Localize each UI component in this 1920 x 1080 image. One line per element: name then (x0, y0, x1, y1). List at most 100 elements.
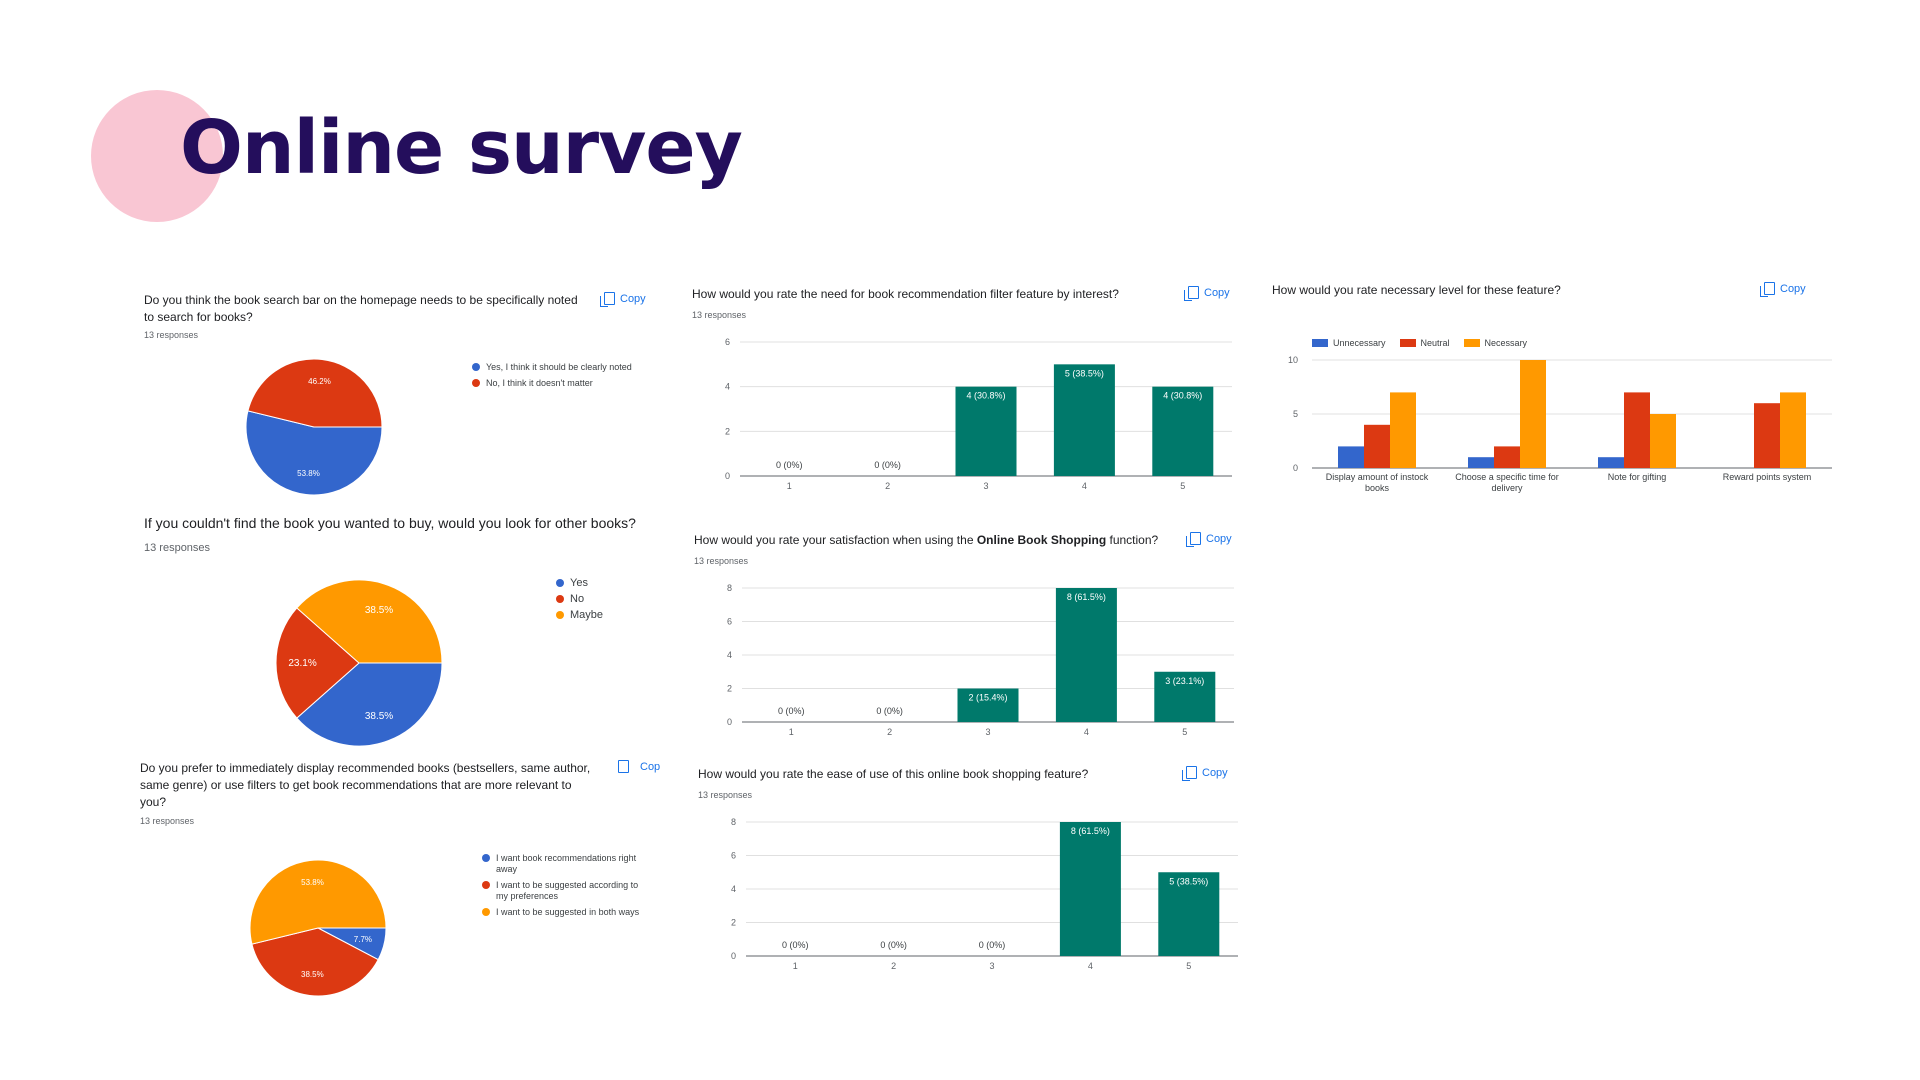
pie-slice-1 (275, 607, 360, 719)
x-tick-label-3: Reward points system (1723, 472, 1812, 482)
bar-data-label-2: 4 (30.8%) (966, 391, 1005, 401)
pie-slice-label-1: 23.1% (288, 658, 316, 669)
x-tick-label-2: 3 (985, 727, 990, 737)
pie-legend: Yes, I think it should be clearly noted N… (472, 362, 642, 394)
legend-item-0: Unnecessary (1312, 338, 1386, 348)
bar-card-necessary-level: How would you rate necessary level for t… (1272, 282, 1832, 522)
bar-data-label-4: 4 (30.8%) (1163, 391, 1202, 401)
question-text: How would you rate the ease of use of th… (698, 767, 1089, 781)
pie-legend: Yes No Maybe (556, 578, 656, 626)
bar-necessary-1 (1520, 360, 1546, 468)
bar-data-label-1: 0 (0%) (876, 706, 903, 716)
pie-slice-label-1: 46.2% (308, 377, 331, 386)
x-tick-label-4: 5 (1182, 727, 1187, 737)
bar-chart: 0 2 4 6 8 0 (0%) 1 0 (0%) 2 0 (0%) 3 8 (61.5%) 4 5 (3… (731, 817, 1238, 971)
y-tick-label: 0 (725, 471, 730, 481)
bar-unnecessary-2 (1598, 457, 1624, 468)
x-tick-label-1: delivery (1491, 483, 1523, 493)
legend-label: Maybe (570, 609, 604, 621)
pie-legend: I want book recommendations right away I … (482, 853, 652, 923)
pie-chart: 53.8% 46.2% (245, 358, 383, 496)
pie-card-recommendations: Do you prefer to immediately display rec… (140, 760, 670, 1000)
bar-data-label-3: 8 (61.5%) (1067, 592, 1106, 602)
bar-necessary-0 (1390, 392, 1416, 468)
bar-unnecessary-1 (1468, 457, 1494, 468)
bar-4 (1158, 872, 1220, 956)
pie-slice-0 (296, 662, 443, 747)
bar-chart: 0 2 4 6 0 (0%) 1 0 (0%) 2 4 (30.8%) 3 5 (38.5%) 4 4 … (725, 337, 1232, 491)
legend-swatch (472, 379, 480, 387)
bar-neutral-2 (1624, 392, 1650, 468)
bar-data-label-2: 2 (15.4%) (968, 693, 1007, 703)
legend-swatch (472, 363, 480, 371)
x-tick-label-0: books (1365, 483, 1390, 493)
legend-label: I want to be suggested in both ways (496, 907, 640, 917)
copy-icon (618, 760, 629, 773)
x-tick-label-2: Note for gifting (1608, 472, 1667, 482)
legend-swatch (482, 908, 490, 916)
pie-slice-1 (251, 927, 379, 997)
copy-label: Copy (1204, 286, 1230, 299)
bar-necessary-2 (1650, 414, 1676, 468)
question-text: If you couldn't find the book you wanted… (144, 515, 636, 531)
y-tick-label: 6 (727, 617, 732, 627)
copy-icon (1182, 766, 1197, 781)
bar-data-label-0: 0 (0%) (778, 706, 805, 716)
copy-button[interactable]: Copy (1760, 282, 1806, 297)
legend-item-0: Yes (556, 578, 656, 589)
bar-3 (1059, 822, 1121, 956)
question-text: How would you rate your satisfaction whe… (694, 532, 1158, 549)
decorative-circle (91, 90, 223, 222)
copy-button[interactable]: Copy (1182, 766, 1228, 781)
x-tick-label-3: 4 (1088, 961, 1093, 971)
legend-item-2: Necessary (1463, 338, 1527, 348)
legend-label: I want book recommendations right away (496, 853, 637, 874)
legend-item-1: Neutral (1399, 338, 1450, 348)
responses-count: 13 responses (698, 790, 753, 800)
y-tick-label: 4 (727, 650, 732, 660)
responses-count: 13 responses (692, 310, 747, 320)
legend-label: No (570, 593, 585, 605)
bar-4 (1154, 671, 1216, 722)
y-tick-label: 2 (731, 918, 736, 928)
y-tick-label: 0 (727, 717, 732, 727)
bar-neutral-3 (1754, 403, 1780, 468)
y-tick-label: 4 (731, 884, 736, 894)
question-text: How would you rate the need for book rec… (692, 287, 1119, 301)
legend-swatch (556, 611, 564, 619)
bar-data-label-1: 0 (0%) (880, 940, 907, 950)
bar-card-filter-feature: How would you rate the need for book rec… (692, 286, 1252, 506)
copy-button[interactable]: Copy (600, 292, 646, 307)
legend-swatch (482, 881, 490, 889)
pie-chart: 7.7% 38.5% 53.8% (249, 859, 387, 997)
y-tick-label: 10 (1288, 355, 1298, 365)
bar-data-label-0: 0 (0%) (776, 460, 803, 470)
bar-unnecessary-0 (1338, 446, 1364, 468)
legend-label: Yes, I think it should be clearly noted (486, 362, 632, 372)
responses-count: 13 responses (144, 330, 199, 340)
legend-item-2: I want to be suggested in both ways (482, 907, 652, 918)
x-tick-label-1: 2 (887, 727, 892, 737)
x-tick-label-3: 4 (1082, 481, 1087, 491)
copy-button[interactable]: Copy (1186, 532, 1232, 547)
bar-data-label-3: 5 (38.5%) (1065, 368, 1104, 378)
legend-item-1: No (556, 594, 656, 605)
copy-button[interactable] (618, 760, 640, 773)
bar-3 (1053, 364, 1115, 476)
x-tick-label-3: 4 (1084, 727, 1089, 737)
copy-label-clipped[interactable]: Cop (640, 761, 661, 773)
legend-item-1: I want to be suggested according to my p… (482, 880, 652, 902)
copy-label: Copy (1206, 532, 1232, 545)
copy-button[interactable]: Copy (1184, 286, 1230, 301)
bar-data-label-1: 0 (0%) (874, 460, 901, 470)
legend-label: Neutral (1420, 338, 1450, 348)
pie-slice-label-2: 38.5% (365, 605, 393, 616)
question-text: Do you think the book search bar on the … (144, 293, 578, 324)
bar-data-label-0: 0 (0%) (782, 940, 809, 950)
x-tick-label-4: 5 (1180, 481, 1185, 491)
legend-item-1: No, I think it doesn't matter (472, 378, 642, 389)
legend-item-0: I want book recommendations right away (482, 853, 652, 875)
legend-swatch (556, 595, 564, 603)
pie-slice-label-0: 7.7% (354, 935, 372, 944)
legend-label: Yes (570, 577, 588, 589)
